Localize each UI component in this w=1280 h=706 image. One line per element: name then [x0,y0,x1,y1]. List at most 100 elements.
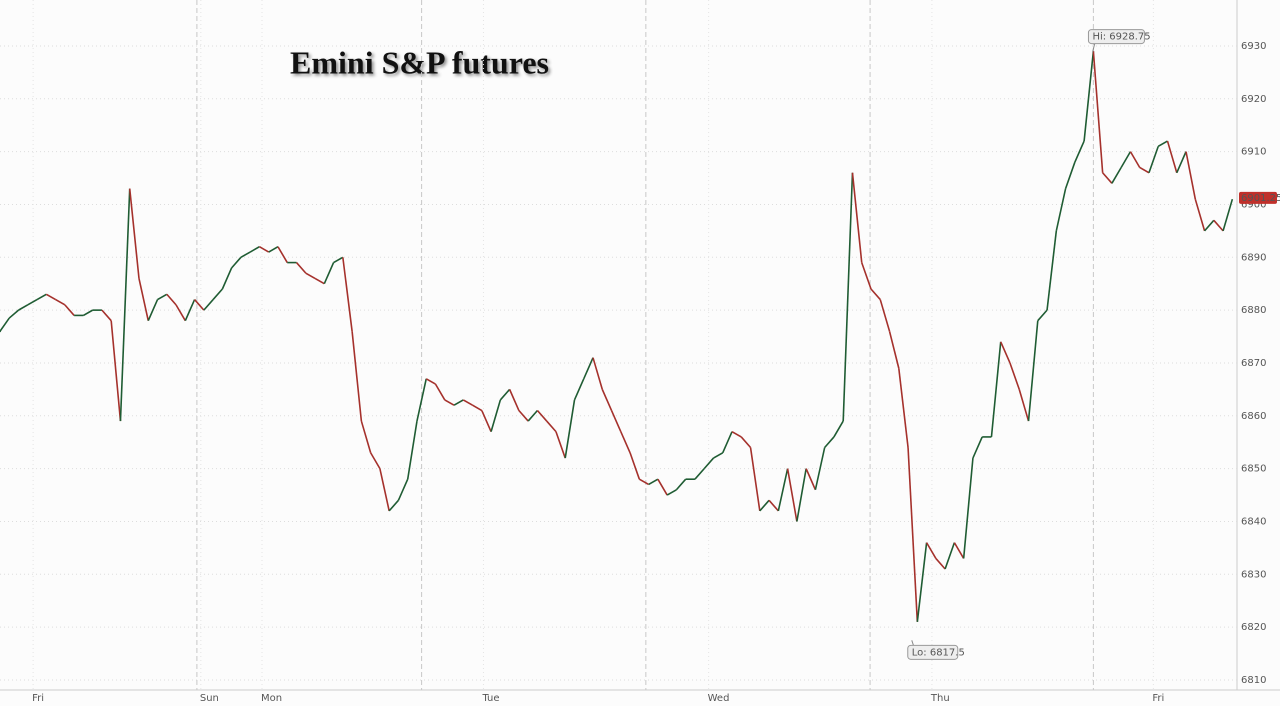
price-segment [972,436,983,459]
price-segment [268,246,279,253]
price-segment [360,420,372,454]
price-segment [1046,230,1058,311]
y-tick-label: 6900 [1241,199,1266,210]
price-segment [1018,389,1030,422]
price-segment [694,468,705,480]
price-segment [749,447,761,512]
price-segment [351,331,363,422]
price-segment [128,188,140,279]
price-segment [907,447,919,622]
price-segment [1027,320,1039,422]
price-segment [45,293,56,301]
y-tick-label: 6820 [1241,622,1266,633]
price-segment [860,262,872,290]
price-segment [472,404,483,412]
price-segment [805,468,817,491]
price-segment [564,399,576,459]
price-segment [1222,198,1234,232]
price-segment [879,299,891,332]
price-segment [944,542,956,570]
price-segment [1148,146,1159,174]
price-segment [369,452,381,470]
price-segment [64,304,75,316]
price-segment [916,542,928,622]
price-segment [1111,167,1122,184]
y-tick-label: 6860 [1241,411,1266,422]
price-segment [490,399,502,432]
price-segment [314,277,325,285]
price-segment [119,188,131,422]
y-tick-label: 6910 [1241,147,1266,158]
price-segment [1074,140,1085,163]
price-segment [277,246,288,263]
price-segment [388,499,400,512]
price-segment [1176,151,1187,174]
price-segment [842,172,854,422]
price-segment [1009,362,1021,390]
price-segment [434,383,446,401]
price-segment [259,246,270,253]
price-segment [555,431,566,459]
price-segment [935,557,946,570]
price-segment [323,262,335,285]
price-segment [1092,51,1104,173]
x-tick-label: Wed [708,693,730,704]
y-tick-label: 6880 [1241,305,1266,316]
price-segment [444,399,455,406]
x-tick-label: Sun [200,693,219,704]
price-segment [240,251,251,258]
price-segment [990,341,1002,438]
price-segment [1185,151,1197,200]
price-segment [1203,219,1215,232]
price-segment [768,499,779,512]
last-price-label: 6901.25 [1241,193,1280,204]
price-segment [0,317,10,332]
price-segment [638,478,650,486]
price-segment [157,293,168,301]
price-segment [666,489,677,496]
annotation-box [1087,29,1145,45]
price-segment [925,542,937,559]
price-segment [1037,309,1048,322]
price-segment [462,399,473,406]
last-price-box [1239,191,1277,204]
annotation-label: Lo: 6817.5 [912,647,965,658]
price-segment [888,331,900,369]
price-segment [814,447,826,490]
price-segment [731,430,742,438]
price-segment [8,309,20,319]
x-tick-label: Tue [481,693,499,704]
price-segment [453,399,464,406]
price-segment [499,388,511,401]
y-tick-label: 6830 [1241,569,1266,580]
price-segment [425,378,436,385]
price-segment [999,341,1011,364]
price-segment [82,309,94,317]
price-segment [203,299,214,311]
price-segment [583,357,594,380]
price-segment [101,309,112,322]
price-segment [629,452,641,480]
price-segment [897,368,909,448]
price-segment [601,389,613,411]
price-segment [824,436,835,449]
price-segment [851,172,863,263]
price-segment [1055,188,1067,232]
price-segment [1120,151,1132,168]
price-segment [1064,161,1076,189]
price-segment [212,288,223,301]
price-segment [713,452,724,459]
y-tick-label: 6870 [1241,358,1266,369]
price-segment [305,272,316,280]
price-segment [536,409,548,422]
price-segment [648,478,659,486]
y-tick-label: 6920 [1241,94,1266,105]
price-segment [592,357,604,390]
price-segment [1102,172,1113,184]
price-segment [1157,140,1168,148]
y-tick-label: 6850 [1241,464,1266,475]
price-segment [147,299,159,322]
price-segment [110,320,122,422]
